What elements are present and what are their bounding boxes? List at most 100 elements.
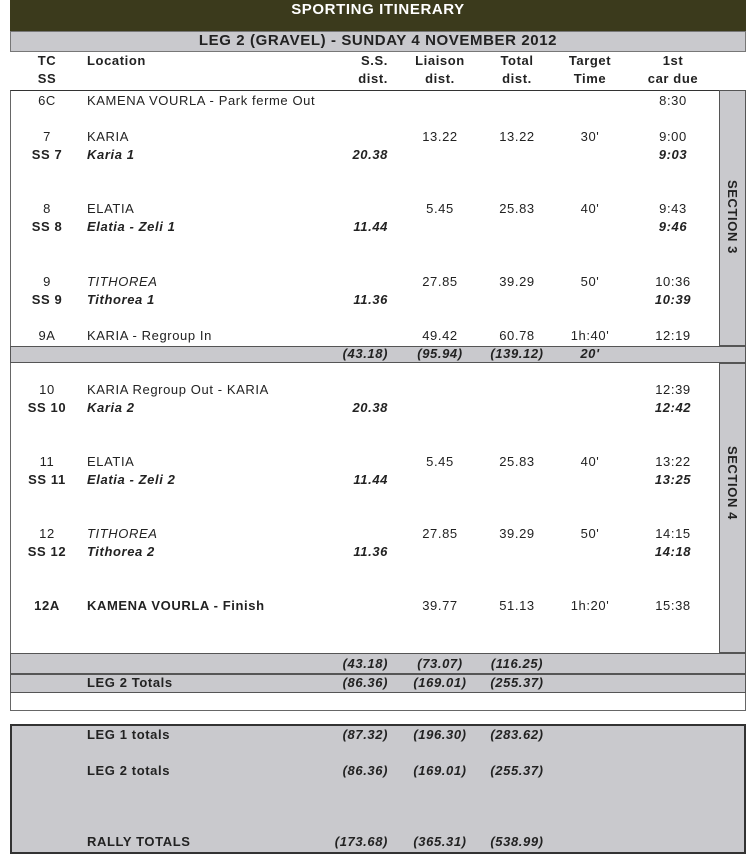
cell-location: TITHOREA [87,274,158,289]
cell-ss: 11.36 [353,292,388,307]
cell-tc: SS 7 [31,147,63,162]
cell-total: (255.37) [490,675,544,690]
cell-total: 60.78 [499,328,535,343]
cell-location: LEG 1 totals [87,727,171,742]
cell-liaison: 5.45 [426,454,454,469]
cell-ss: (43.18) [342,346,388,361]
column-header: dist. [358,71,388,86]
column-header: TC [37,53,57,68]
cell-location: Karia 2 [87,400,135,415]
cell-target: 40' [580,201,600,216]
section-label: SECTION 4 [725,445,740,521]
cell-location: LEG 2 totals [87,763,171,778]
cell-tc: 7 [43,129,51,144]
cell-target: 20' [580,346,600,361]
cell-liaison: (196.30) [413,727,467,742]
section-band [719,363,746,653]
column-header: SS [37,71,57,86]
cell-tc: 12 [39,526,55,541]
leg-title: LEG 2 (GRAVEL) - SUNDAY 4 NOVEMBER 2012 [198,32,558,49]
cell-total: 39.29 [499,526,535,541]
cell-ss: 20.38 [352,147,388,162]
title-bar [10,0,746,31]
cell-target: 30' [580,129,600,144]
cell-due: 10:36 [655,274,691,289]
cell-tc: SS 11 [28,472,66,487]
section-label: SECTION 3 [725,179,740,255]
cell-ss: (173.68) [334,834,388,849]
leg-band [10,31,746,52]
column-header: Time [573,71,607,86]
cell-location: Tithorea 1 [87,292,155,307]
cell-liaison: 49.42 [422,328,458,343]
cell-tc: SS 10 [27,400,67,415]
cell-total: 25.83 [499,454,535,469]
cell-tc: 8 [43,201,51,216]
cell-due: 13:22 [655,454,691,469]
page-title: SPORTING ITINERARY [291,1,465,18]
cell-liaison: (169.01) [413,675,467,690]
cell-tc: SS 9 [31,292,63,307]
cell-total: 13.22 [499,129,535,144]
cell-due: 12:42 [654,400,692,415]
cell-total: (139.12) [490,346,544,361]
column-header: car due [647,71,699,86]
cell-total: 25.83 [499,201,535,216]
cell-ss: (86.36) [342,763,388,778]
cell-tc: 11 [39,454,55,469]
cell-liaison: (169.01) [413,763,467,778]
cell-location: Karia 1 [87,147,135,162]
cell-due: 8:30 [659,93,687,108]
cell-location: LEG 2 Totals [87,675,173,690]
cell-ss: 11.36 [353,544,388,559]
cell-target: 40' [580,454,600,469]
cell-tc: 9A [38,328,56,343]
cell-tc: 10 [39,382,55,397]
cell-tc: 9 [43,274,51,289]
column-header: Location [87,53,146,68]
subtotal-band [10,653,746,674]
cell-ss: 20.38 [352,400,388,415]
cell-tc: SS 12 [27,544,67,559]
cell-due: 9:03 [658,147,688,162]
cell-total: (116.25) [490,656,544,671]
cell-location: Elatia - Zeli 1 [87,219,176,234]
cell-tc: SS 8 [31,219,63,234]
cell-location: Tithorea 2 [87,544,155,559]
column-header: Liaison [415,53,465,68]
subtotal-band [10,346,746,363]
cell-liaison: (365.31) [413,834,467,849]
cell-ss: 11.44 [353,472,388,487]
cell-liaison: 5.45 [426,201,454,216]
cell-target: 50' [580,526,600,541]
column-header: Total [500,53,534,68]
cell-due: 9:46 [658,219,688,234]
totals-band [10,674,746,693]
cell-liaison: 13.22 [422,129,458,144]
cell-due: 10:39 [654,292,692,307]
cell-location: KARIA - Regroup In [87,328,212,343]
cell-location: KAMENA VOURLA - Park ferme Out [87,93,316,108]
cell-liaison: 27.85 [422,274,458,289]
cell-due: 9:43 [659,201,687,216]
cell-due: 12:19 [655,328,691,343]
column-header: Target [568,53,612,68]
cell-due: 9:00 [659,129,687,144]
cell-total: 39.29 [499,274,535,289]
cell-due: 12:39 [655,382,691,397]
column-header: S.S. [361,53,388,68]
cell-liaison: 27.85 [422,526,458,541]
cell-location: TITHOREA [87,526,158,541]
cell-liaison: (95.94) [417,346,463,361]
cell-tc: 6C [38,93,56,108]
cell-location: Elatia - Zeli 2 [87,472,176,487]
cell-target: 1h:20' [570,598,610,613]
cell-due: 13:25 [654,472,692,487]
column-header: 1st [662,53,684,68]
cell-due: 14:15 [655,526,691,541]
cell-total: (255.37) [490,763,544,778]
summary-box [10,724,746,854]
cell-due: 14:18 [654,544,692,559]
cell-liaison: 39.77 [422,598,458,613]
